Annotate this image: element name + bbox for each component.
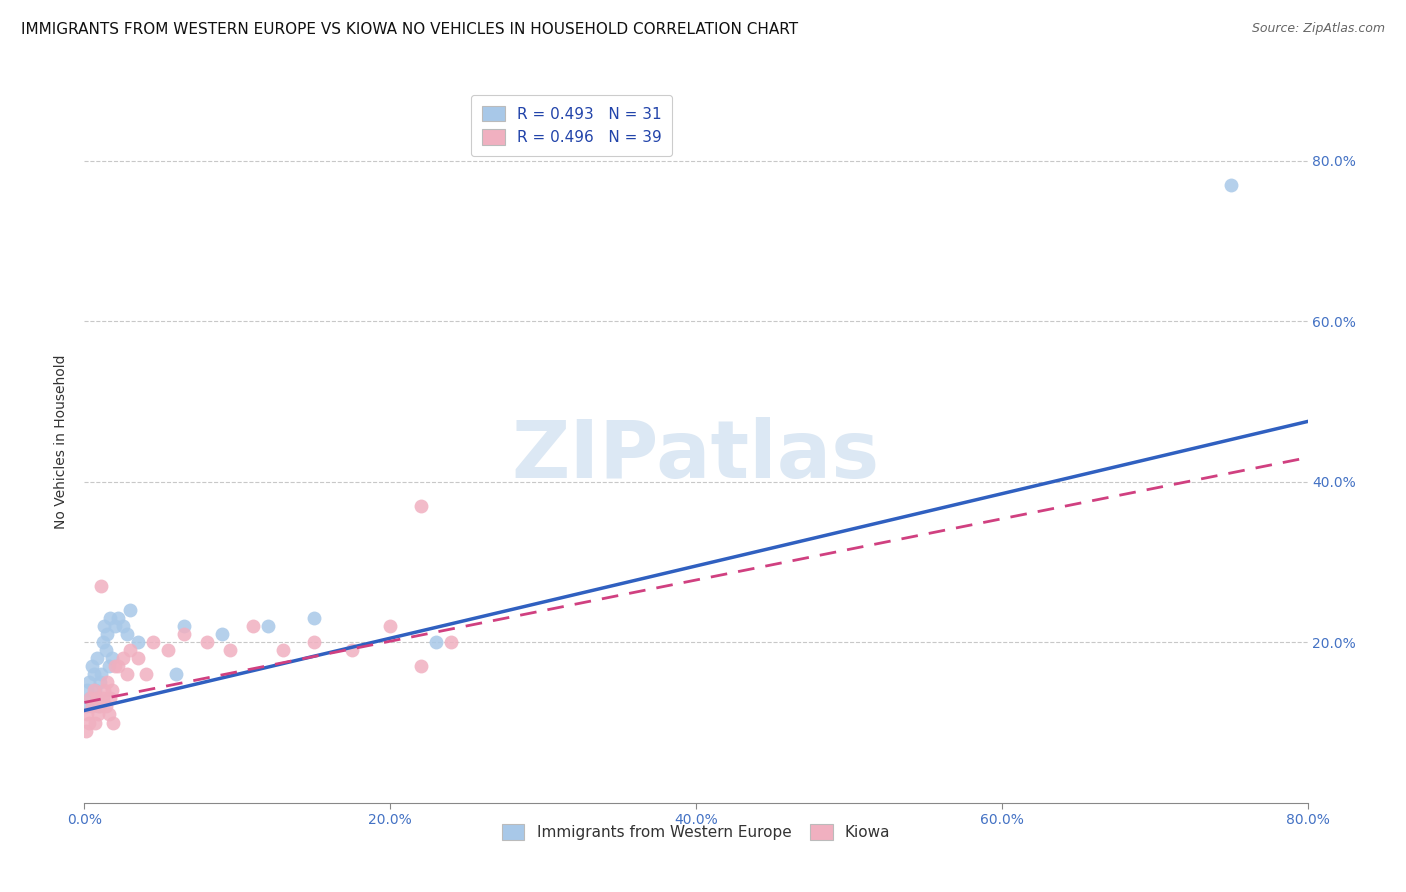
Point xyxy=(94,643,117,657)
Point xyxy=(425,635,447,649)
Point xyxy=(96,675,118,690)
Legend: Immigrants from Western Europe, Kiowa: Immigrants from Western Europe, Kiowa xyxy=(492,815,900,849)
Point xyxy=(75,723,97,738)
Point xyxy=(91,635,114,649)
Point xyxy=(165,667,187,681)
Point xyxy=(111,619,134,633)
Text: ZIPatlas: ZIPatlas xyxy=(512,417,880,495)
Point xyxy=(97,659,120,673)
Point xyxy=(96,627,118,641)
Point xyxy=(302,635,325,649)
Point xyxy=(302,611,325,625)
Point xyxy=(257,619,280,633)
Point xyxy=(101,683,124,698)
Point xyxy=(409,659,432,673)
Point xyxy=(89,675,111,690)
Point xyxy=(83,683,105,698)
Point xyxy=(157,643,180,657)
Point xyxy=(90,667,112,681)
Point xyxy=(79,691,101,706)
Point xyxy=(242,619,264,633)
Point xyxy=(80,699,103,714)
Point xyxy=(76,683,98,698)
Point xyxy=(94,699,117,714)
Point xyxy=(84,715,107,730)
Point xyxy=(211,627,233,641)
Point xyxy=(173,619,195,633)
Point xyxy=(103,715,125,730)
Point xyxy=(120,643,142,657)
Point xyxy=(77,675,100,690)
Point xyxy=(107,611,129,625)
Point xyxy=(80,659,103,673)
Point xyxy=(195,635,218,649)
Point xyxy=(86,691,108,706)
Point xyxy=(91,691,114,706)
Y-axis label: No Vehicles in Household: No Vehicles in Household xyxy=(55,354,69,529)
Point xyxy=(97,707,120,722)
Point xyxy=(98,691,121,706)
Point xyxy=(135,667,157,681)
Point xyxy=(142,635,165,649)
Point xyxy=(83,667,105,681)
Point xyxy=(104,659,127,673)
Point xyxy=(127,635,149,649)
Point xyxy=(218,643,240,657)
Point xyxy=(87,707,110,722)
Point xyxy=(101,651,124,665)
Point xyxy=(93,683,115,698)
Point xyxy=(98,611,121,625)
Point xyxy=(93,619,115,633)
Point xyxy=(115,627,138,641)
Text: Source: ZipAtlas.com: Source: ZipAtlas.com xyxy=(1251,22,1385,36)
Point xyxy=(173,627,195,641)
Point xyxy=(380,619,402,633)
Point xyxy=(79,691,101,706)
Point xyxy=(89,699,111,714)
Point xyxy=(107,659,129,673)
Point xyxy=(84,683,107,698)
Point xyxy=(127,651,149,665)
Point xyxy=(409,499,432,513)
Point xyxy=(76,707,98,722)
Point xyxy=(271,643,294,657)
Point xyxy=(340,643,363,657)
Point xyxy=(77,715,100,730)
Point xyxy=(86,651,108,665)
Point xyxy=(115,667,138,681)
Point xyxy=(111,651,134,665)
Point xyxy=(104,619,127,633)
Point xyxy=(87,699,110,714)
Point xyxy=(75,699,97,714)
Point xyxy=(1220,178,1243,192)
Point xyxy=(90,579,112,593)
Point xyxy=(440,635,463,649)
Text: IMMIGRANTS FROM WESTERN EUROPE VS KIOWA NO VEHICLES IN HOUSEHOLD CORRELATION CHA: IMMIGRANTS FROM WESTERN EUROPE VS KIOWA … xyxy=(21,22,799,37)
Point xyxy=(120,603,142,617)
